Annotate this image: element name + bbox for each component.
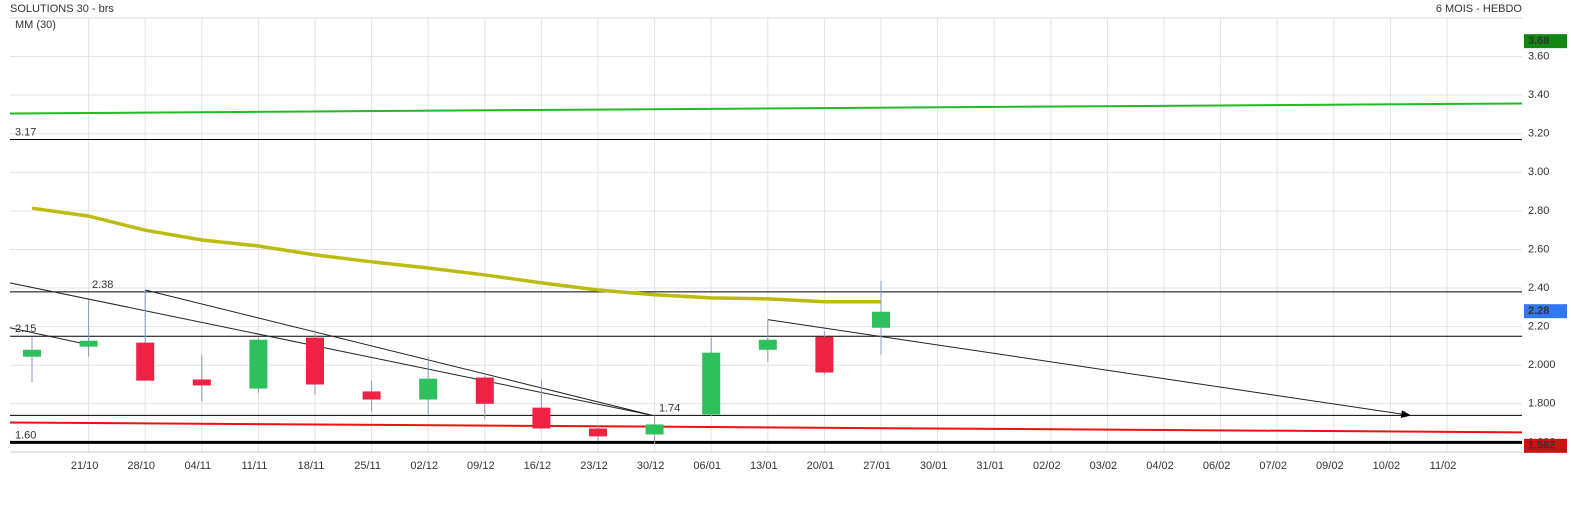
x-tick-label: 18/11 <box>298 460 325 472</box>
x-tick-label: 06/01 <box>693 460 721 472</box>
candle-body <box>645 424 664 435</box>
level-label: 3.17 <box>15 126 36 138</box>
price-tag <box>1524 304 1567 319</box>
sloped-line <box>9 102 1523 115</box>
x-tick-label: 04/02 <box>1146 460 1174 472</box>
candle-body <box>23 349 41 357</box>
level-label: 1.74 <box>659 402 680 414</box>
x-tick-label: 09/02 <box>1316 460 1344 472</box>
candle-body <box>136 342 155 381</box>
x-tick-label: 10/02 <box>1373 460 1401 472</box>
price-tag-label: 2.28 <box>1528 305 1549 317</box>
candle-body <box>532 407 551 429</box>
candle-body <box>192 379 211 386</box>
y-tick-label: 3.00 <box>1528 166 1549 178</box>
price-tag <box>1524 34 1567 49</box>
y-tick-label: 2.80 <box>1528 205 1549 217</box>
trendline <box>145 289 653 416</box>
x-tick-label: 11/02 <box>1430 460 1457 472</box>
candle-body <box>702 352 721 415</box>
y-tick-label: 3.40 <box>1528 89 1549 101</box>
x-tick-label: 09/12 <box>467 460 495 472</box>
x-tick-label: 27/01 <box>863 460 891 472</box>
x-tick-label: 02/12 <box>410 460 438 472</box>
x-tick-label: 31/01 <box>976 460 1004 472</box>
moving-average <box>31 206 881 304</box>
legend-entry: MM (30) <box>15 19 56 31</box>
trendline <box>9 282 653 416</box>
x-tick-label: 03/02 <box>1090 460 1118 472</box>
candle-body <box>249 339 268 389</box>
candle-body <box>419 378 438 400</box>
y-tick-label: 2.20 <box>1528 321 1549 333</box>
chart-subtitle: 6 MOIS - HEBDO <box>1436 3 1523 15</box>
x-tick-label: 16/12 <box>524 460 552 472</box>
x-tick-label: 20/01 <box>807 460 835 472</box>
y-tick-label: 2.40 <box>1528 282 1549 294</box>
trendline <box>9 327 89 346</box>
x-tick-label: 21/10 <box>71 460 99 472</box>
y-tick-label: 1.800 <box>1528 398 1556 410</box>
x-tick-label: 07/02 <box>1259 460 1287 472</box>
sloped-line <box>9 421 1523 434</box>
candle-body <box>589 428 607 437</box>
x-tick-label: 25/11 <box>354 460 381 472</box>
candle-body <box>79 340 98 347</box>
price-tag-label: 1.582 <box>1528 440 1556 452</box>
y-tick-label: 3.20 <box>1528 128 1549 140</box>
y-tick-label: 2.000 <box>1528 359 1556 371</box>
x-tick-label: 13/01 <box>750 460 778 472</box>
candle-body <box>362 391 381 400</box>
x-tick-label: 28/10 <box>127 460 155 472</box>
candle-body <box>872 311 890 328</box>
x-tick-label: 30/12 <box>637 460 665 472</box>
x-tick-label: 04/11 <box>184 460 211 472</box>
candle-body <box>475 377 494 404</box>
x-tick-label: 02/02 <box>1033 460 1061 472</box>
x-tick-label: 11/11 <box>241 460 267 472</box>
trendline <box>767 319 1412 418</box>
level-label: 2.38 <box>92 279 113 291</box>
y-tick-label: 3.60 <box>1528 50 1549 62</box>
level-label: 1.60 <box>15 429 36 441</box>
chart-title: SOLUTIONS 30 - brs <box>10 3 114 15</box>
price-tag-label: 3.68 <box>1528 35 1549 47</box>
x-tick-label: 23/12 <box>580 460 608 472</box>
candle-body <box>306 337 324 385</box>
candle-body <box>758 339 777 350</box>
price-tag <box>1524 438 1567 453</box>
candle-body <box>815 336 834 373</box>
x-tick-label: 06/02 <box>1203 460 1231 472</box>
x-tick-label: 30/01 <box>920 460 948 472</box>
y-tick-label: 2.60 <box>1528 243 1549 255</box>
